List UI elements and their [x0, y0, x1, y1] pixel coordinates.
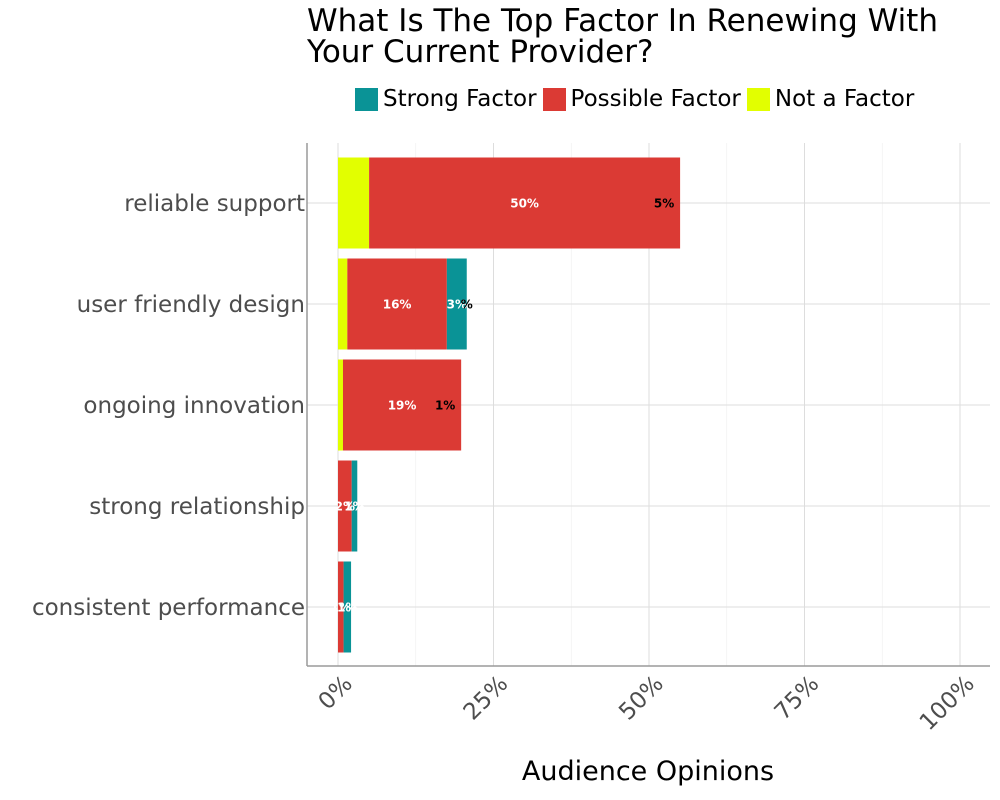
y-tick-label-reliable-support: reliable support: [124, 191, 305, 217]
bar-label-possible-factor-reliable-support: 50%: [510, 197, 539, 211]
bar-not-a-factor-ongoing-innovation: [338, 359, 343, 451]
legend-item-possible-factor: Possible Factor: [542, 86, 741, 112]
bar-strong-factor-strong-relationship: [351, 460, 358, 552]
bar-label-strong-factor-strong-relationship: 1%: [344, 500, 364, 514]
bar-label-possible-factor-ongoing-innovation: 19%: [388, 399, 417, 413]
x-tick-label: 75%: [770, 671, 825, 726]
x-axis-title: Audience Opinions: [521, 756, 775, 787]
bar-possible-factor-ongoing-innovation: [342, 359, 462, 451]
legend-label-strong-factor: Strong Factor: [383, 86, 537, 112]
bar-possible-factor-user-friendly-design: [347, 258, 447, 350]
legend-item-strong-factor: Strong Factor: [355, 86, 537, 112]
bar-label-possible-factor-strong-relationship: 2%: [335, 500, 355, 514]
bar-possible-factor-reliable-support: [369, 157, 681, 249]
bar-label-extra-user-friendly-design: %: [461, 298, 473, 312]
legend-swatch-not-a-factor: [746, 87, 770, 111]
y-tick-label-user-friendly-design: user friendly design: [77, 292, 305, 318]
legend-label-possible-factor: Possible Factor: [570, 86, 741, 112]
bar-not-a-factor-user-friendly-design: [338, 258, 348, 350]
y-tick-label-strong-relationship: strong relationship: [89, 494, 305, 520]
legend-swatch-strong-factor: [355, 87, 378, 111]
chart-title-line-1: What Is The Top Factor In Renewing With: [307, 3, 938, 39]
chart-title-line-2: Your Current Provider?: [307, 34, 654, 70]
bar-not-a-factor-reliable-support: [338, 157, 370, 249]
bar-strong-factor-consistent-performance: [343, 561, 352, 653]
bar-strong-factor-user-friendly-design: [446, 258, 467, 350]
bar-possible-factor-strong-relationship: [338, 460, 352, 552]
bar-label-possible-factor-user-friendly-design: 16%: [383, 298, 412, 312]
chart-legend: Strong Factor Possible Factor Not a Fact…: [355, 84, 920, 114]
bar-label-not-a-factor-reliable-support: 5%: [654, 197, 674, 211]
legend-label-not-a-factor: Not a Factor: [774, 86, 915, 112]
bar-label-not-a-factor-ongoing-innovation: 1%: [435, 399, 455, 413]
legend-item-not-a-factor: Not a Factor: [746, 86, 915, 112]
bar-label-possible-factor-consistent-performance: 1%: [331, 601, 351, 615]
chart-title: What Is The Top Factor In Renewing With …: [307, 6, 997, 68]
y-tick-label-ongoing-innovation: ongoing innovation: [83, 393, 305, 419]
x-tick-label: 25%: [459, 671, 514, 726]
x-tick-label: 100%: [915, 671, 980, 736]
bar-possible-factor-consistent-performance: [338, 561, 344, 653]
legend-swatch-possible-factor: [542, 87, 566, 111]
x-tick-label: 0%: [314, 671, 358, 715]
bar-label-strong-factor-consistent-performance: 1%: [337, 601, 357, 615]
y-tick-label-consistent-performance: consistent performance: [32, 595, 305, 621]
bar-label-strong-factor-user-friendly-design: 3%: [447, 298, 467, 312]
x-tick-label: 50%: [614, 671, 669, 726]
